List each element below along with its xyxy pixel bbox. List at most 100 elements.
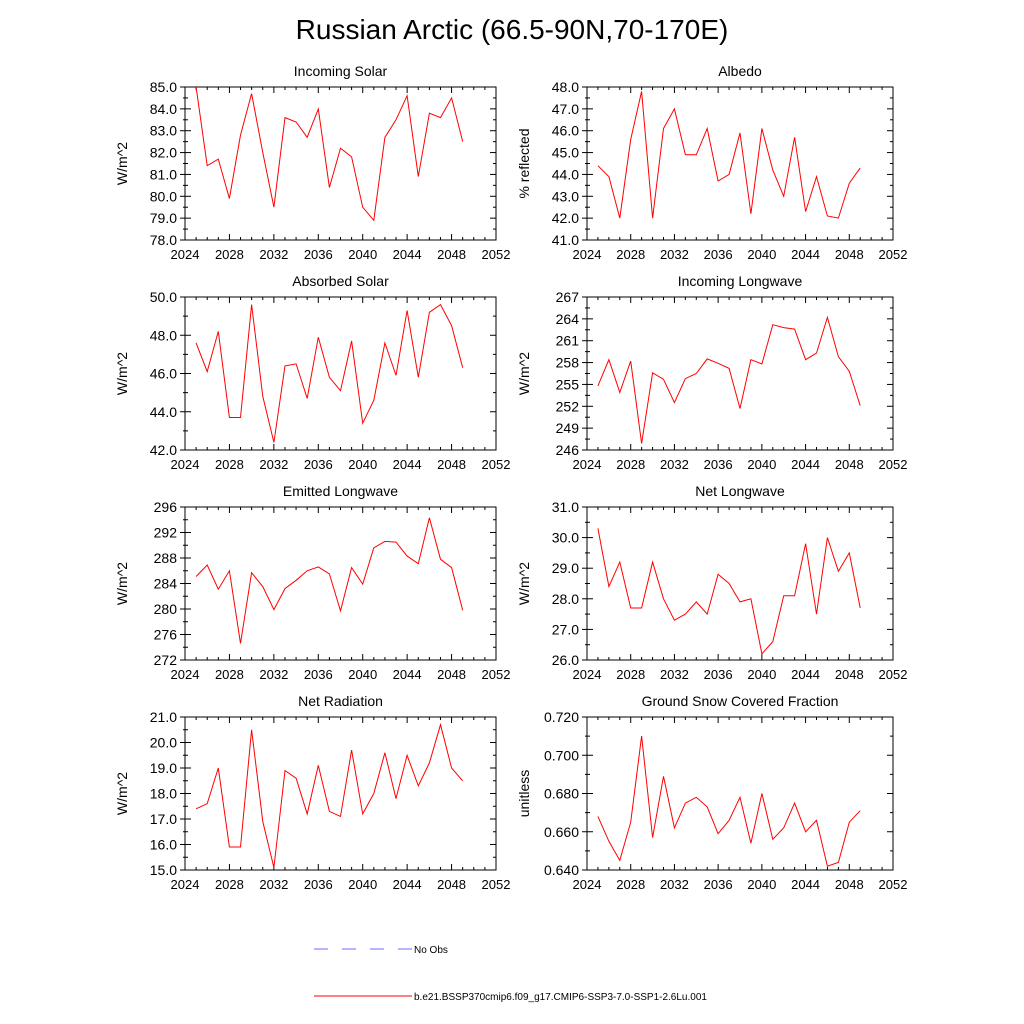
x-tick-label: 2032 — [660, 457, 689, 472]
y-tick-label: 44.0 — [150, 404, 177, 420]
x-tick-label: 2048 — [437, 247, 466, 262]
x-tick-label: 2032 — [660, 667, 689, 682]
y-tick-label: 20.0 — [150, 735, 177, 751]
x-tick-label: 2052 — [879, 667, 908, 682]
x-tick-label: 2036 — [704, 667, 733, 682]
x-tick-label: 2044 — [393, 877, 422, 892]
y-tick-label: 46.0 — [552, 123, 579, 139]
y-axis-label: W/m^2 — [114, 352, 130, 395]
panel-title: Absorbed Solar — [292, 273, 389, 289]
series-line — [195, 303, 464, 443]
y-tick-label: 0.680 — [544, 786, 579, 802]
x-tick-label: 2044 — [393, 457, 422, 472]
x-tick-label: 2028 — [215, 877, 244, 892]
panel-ground-snow-covered-fraction: Ground Snow Covered Fraction 2024 2028 2032… — [516, 693, 907, 892]
x-tick-label: 2052 — [482, 247, 511, 262]
y-tick-label: 48.0 — [552, 79, 579, 95]
y-tick-label: 84.0 — [150, 101, 177, 117]
y-tick-label: 249 — [556, 420, 580, 436]
legend-model-entry: b.e21.BSSP370cmip6.f09_g17.CMIP6-SSP3-7.… — [314, 992, 707, 1003]
x-tick-label: 2048 — [835, 667, 864, 682]
y-tick-label: 42.0 — [552, 210, 579, 226]
y-tick-label: 261 — [556, 333, 580, 349]
y-axis-label: W/m^2 — [114, 772, 130, 815]
legend-obs-label: No Obs — [414, 945, 448, 956]
y-tick-label: 272 — [154, 652, 178, 668]
x-tick-label: 2040 — [747, 667, 776, 682]
series-line — [597, 528, 861, 655]
x-tick-label: 2036 — [304, 667, 333, 682]
x-tick-label: 2032 — [259, 247, 288, 262]
x-tick-label: 2028 — [616, 667, 645, 682]
y-tick-label: 0.660 — [544, 824, 579, 840]
y-tick-label: 246 — [556, 442, 580, 458]
x-tick-label: 2040 — [348, 667, 377, 682]
panel-title: Emitted Longwave — [283, 483, 398, 499]
x-tick-label: 2028 — [215, 247, 244, 262]
y-tick-label: 264 — [556, 311, 580, 327]
series-line — [597, 91, 861, 219]
y-axis-label: W/m^2 — [114, 142, 130, 185]
y-tick-label: 21.0 — [150, 709, 177, 725]
y-tick-label: 258 — [556, 355, 580, 371]
y-tick-label: 26.0 — [552, 652, 579, 668]
x-tick-label: 2028 — [215, 457, 244, 472]
y-tick-label: 85.0 — [150, 79, 177, 95]
y-tick-label: 17.0 — [150, 811, 177, 827]
x-tick-label: 2052 — [879, 877, 908, 892]
y-tick-label: 15.0 — [150, 862, 177, 878]
x-tick-label: 2032 — [660, 247, 689, 262]
x-tick-label: 2024 — [573, 667, 602, 682]
y-tick-label: 28.0 — [552, 591, 579, 607]
y-tick-label: 252 — [556, 398, 580, 414]
panel-net-radiation: Net Radiation 2024 2028 2032 2036 2040 2044 204… — [114, 693, 510, 892]
x-tick-label: 2052 — [879, 247, 908, 262]
x-tick-label: 2028 — [215, 667, 244, 682]
page-title: Russian Arctic (66.5-90N,70-170E) — [295, 14, 729, 45]
x-tick-label: 2024 — [573, 877, 602, 892]
x-tick-label: 2036 — [704, 247, 733, 262]
panel-title: Albedo — [718, 63, 762, 79]
x-tick-label: 2028 — [616, 247, 645, 262]
y-tick-label: 0.640 — [544, 862, 579, 878]
x-tick-label: 2040 — [747, 247, 776, 262]
panel-incoming-solar: Incoming Solar 2024 2028 2032 2036 2040 2044 20… — [114, 63, 510, 262]
y-tick-label: 0.720 — [544, 709, 579, 725]
y-tick-label: 83.0 — [150, 123, 177, 139]
panel-title: Net Longwave — [695, 483, 785, 499]
x-tick-label: 2052 — [482, 457, 511, 472]
x-tick-label: 2028 — [616, 457, 645, 472]
x-tick-label: 2036 — [704, 457, 733, 472]
y-tick-label: 80.0 — [150, 188, 177, 204]
y-tick-label: 50.0 — [150, 289, 177, 305]
x-tick-label: 2044 — [791, 877, 820, 892]
x-tick-label: 2044 — [791, 667, 820, 682]
x-tick-label: 2048 — [437, 877, 466, 892]
y-tick-label: 16.0 — [150, 837, 177, 853]
x-tick-label: 2048 — [835, 247, 864, 262]
y-tick-label: 18.0 — [150, 786, 177, 802]
x-tick-label: 2024 — [171, 247, 200, 262]
y-tick-label: 48.0 — [150, 327, 177, 343]
y-tick-label: 41.0 — [552, 232, 579, 248]
y-tick-label: 19.0 — [150, 760, 177, 776]
series-line — [597, 315, 861, 444]
y-tick-label: 81.0 — [150, 166, 177, 182]
panel-title: Net Radiation — [298, 693, 383, 709]
x-tick-label: 2032 — [259, 877, 288, 892]
panel-incoming-longwave: Incoming Longwave 2024 2028 2032 2036 2040 204… — [516, 273, 907, 472]
x-tick-label: 2040 — [747, 877, 776, 892]
x-tick-label: 2048 — [835, 457, 864, 472]
x-tick-label: 2040 — [348, 247, 377, 262]
panel-albedo: Albedo 2024 2028 2032 2036 2040 2044 2048 2052 41… — [516, 63, 907, 262]
y-tick-label: 79.0 — [150, 210, 177, 226]
panel-title: Incoming Longwave — [678, 273, 803, 289]
panel-emitted-longwave: Emitted Longwave 2024 2028 2032 2036 2040 2044… — [114, 483, 510, 682]
x-tick-label: 2048 — [437, 667, 466, 682]
x-tick-label: 2052 — [482, 877, 511, 892]
y-axis-label: W/m^2 — [516, 562, 532, 605]
x-tick-label: 2052 — [482, 667, 511, 682]
x-tick-label: 2052 — [879, 457, 908, 472]
y-tick-label: 292 — [154, 525, 178, 541]
